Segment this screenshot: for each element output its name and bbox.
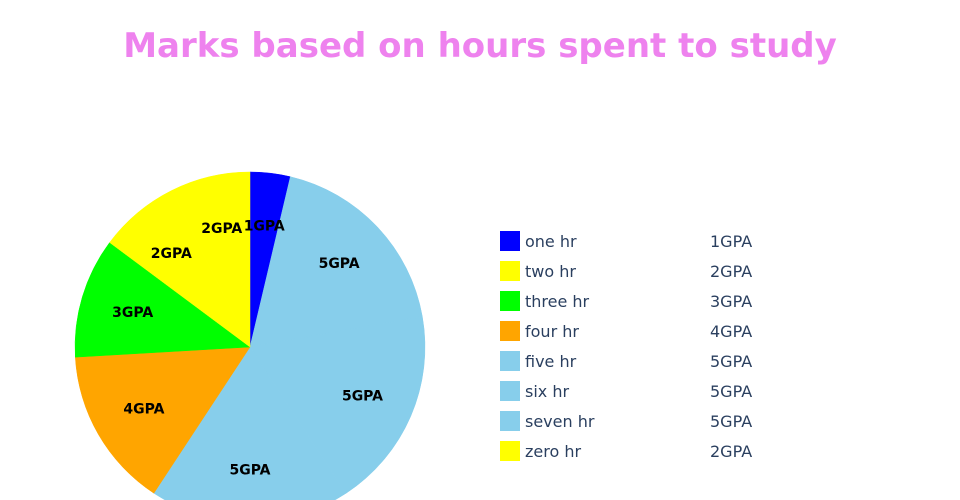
legend-swatch (500, 291, 520, 311)
legend-label: four hr (525, 321, 579, 341)
pie-slice-four-hr[interactable] (75, 346, 251, 494)
slice-label: 3GPA (112, 305, 153, 321)
legend-item-four-hr[interactable]: four hr 4GPA (500, 316, 752, 346)
legend-item-six-hr[interactable]: six hr 5GPA (500, 376, 752, 406)
legend-swatch (500, 441, 520, 461)
slice-label: 2GPA (201, 221, 242, 237)
legend-value: 2GPA (710, 261, 753, 281)
legend-label: zero hr (525, 441, 582, 461)
legend: one hr 1GPA two hr 2GPA three hr 3GPA four hr 4… (500, 226, 752, 466)
legend-label: two hr (525, 261, 576, 281)
pie-slice-three-hr[interactable] (74, 242, 251, 358)
slice-label: 1GPA (244, 218, 285, 234)
legend-value: 5GPA (710, 411, 753, 431)
legend-item-one-hr[interactable]: one hr 1GPA (500, 226, 752, 256)
legend-label: three hr (525, 291, 590, 311)
slice-label: 5GPA (342, 389, 383, 405)
legend-label: seven hr (525, 411, 595, 431)
pie-slice-zero-hr[interactable] (171, 171, 251, 348)
legend-label: five hr (525, 351, 577, 371)
pie-slice-seven-hr[interactable] (153, 346, 347, 500)
legend-item-five-hr[interactable]: five hr 5GPA (500, 346, 752, 376)
legend-swatch (500, 231, 520, 251)
legend-value: 4GPA (710, 321, 753, 341)
legend-value: 5GPA (710, 351, 753, 371)
legend-value: 1GPA (710, 231, 753, 251)
slice-label: 5GPA (229, 463, 270, 479)
legend-item-zero-hr[interactable]: zero hr 2GPA (500, 436, 752, 466)
legend-swatch (500, 351, 520, 371)
slice-label: 2GPA (151, 246, 192, 262)
legend-label: six hr (525, 381, 570, 401)
legend-value: 3GPA (710, 291, 753, 311)
legend-swatch (500, 411, 520, 431)
legend-label: one hr (525, 231, 577, 251)
pie-slice-five-hr[interactable] (249, 176, 423, 348)
legend-swatch (500, 321, 520, 341)
legend-value: 2GPA (710, 441, 753, 461)
legend-swatch (500, 381, 520, 401)
pie-slice-six-hr[interactable] (249, 316, 426, 494)
chart-title: Marks based on hours spent to study (123, 26, 837, 66)
legend-item-three-hr[interactable]: three hr 3GPA (500, 286, 752, 316)
legend-item-seven-hr[interactable]: seven hr 5GPA (500, 406, 752, 436)
slice-label: 4GPA (123, 401, 164, 417)
legend-value: 5GPA (710, 381, 753, 401)
legend-item-two-hr[interactable]: two hr 2GPA (500, 256, 752, 286)
slice-label: 5GPA (319, 256, 360, 272)
legend-swatch (500, 261, 520, 281)
